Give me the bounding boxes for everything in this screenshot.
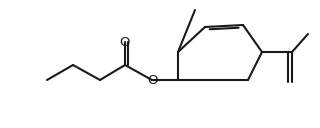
Text: O: O [147,73,157,87]
Text: O: O [120,35,130,49]
